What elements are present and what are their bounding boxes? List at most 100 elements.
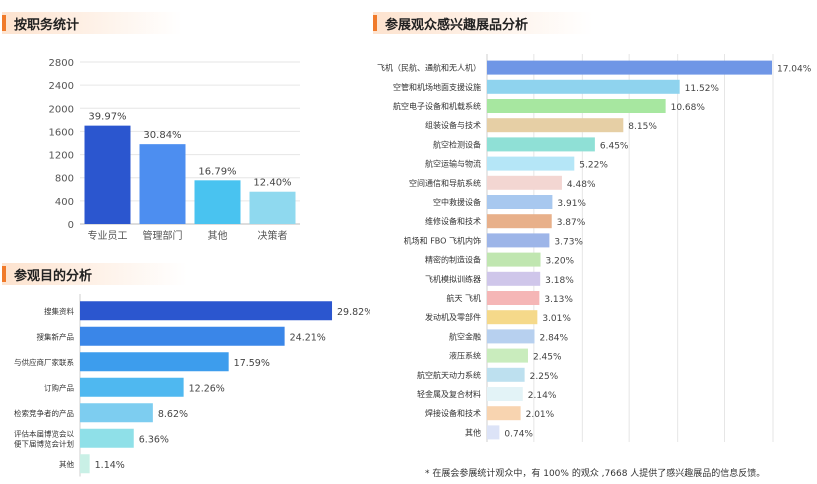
y-tick-label: 0 xyxy=(68,220,74,231)
bar xyxy=(487,425,500,440)
data-label: 2.84% xyxy=(539,333,568,343)
bar xyxy=(80,301,333,321)
bar xyxy=(80,403,153,423)
category-label: 轻金属及复合材料 xyxy=(417,389,481,399)
data-label: 2.45% xyxy=(533,353,562,363)
category-label: 航空检测设备 xyxy=(433,139,481,149)
category-label: 维修设备和技术 xyxy=(425,216,481,226)
bar xyxy=(487,406,521,421)
category-label: 机场和 FBO 飞机内饰 xyxy=(404,235,481,245)
data-label: 2.14% xyxy=(528,391,557,401)
data-label: 39.97% xyxy=(88,112,126,123)
x-tick-label: 管理部门 xyxy=(143,229,183,242)
category-label: 搜集资料 xyxy=(44,306,74,316)
y-tick-label: 2800 xyxy=(49,58,74,69)
data-label: 29.82% xyxy=(337,307,370,318)
interest-bar-chart: 17.04% 飞机（民航、通航和无人机） 11.52% 空管和机场地面支援设施 10.6… xyxy=(377,54,812,442)
section-header-interest: 参展观众感兴趣展品分析 xyxy=(373,12,593,34)
y-tick-label: 800 xyxy=(55,174,74,185)
y-tick-label: 1200 xyxy=(49,151,74,162)
category-label-line: 其他 xyxy=(465,427,481,437)
category-label: 订购产品 xyxy=(44,382,74,392)
data-label: 2.01% xyxy=(526,410,555,420)
data-label: 5.22% xyxy=(579,161,608,171)
category-label-line: 空中救援设备 xyxy=(433,197,481,207)
bar xyxy=(194,180,241,224)
category-label: 飞机模拟训练器 xyxy=(425,274,481,284)
data-label: 10.68% xyxy=(671,103,706,113)
category-label-line: 航天 飞机 xyxy=(446,293,481,303)
bar xyxy=(80,428,134,448)
category-label-line: 飞机（民航、通航和无人机） xyxy=(377,63,481,73)
section-header-purpose: 参观目的分析 xyxy=(2,263,187,285)
data-label: 6.45% xyxy=(600,141,629,151)
data-label: 1.14% xyxy=(95,460,125,471)
y-tick-label: 2000 xyxy=(49,104,74,115)
category-label-line: 航空电子设备和机载系统 xyxy=(393,101,481,111)
category-label: 航空电子设备和机载系统 xyxy=(393,101,481,111)
category-label-line: 发动机及零部件 xyxy=(425,312,481,322)
y-tick-label: 400 xyxy=(55,197,74,208)
category-label: 其他 xyxy=(59,459,74,469)
role-bar-chart: 0 400 800 1200 1600 2000 2400 2800 39.97% 专业员工 30.… xyxy=(49,58,300,242)
bar xyxy=(487,137,595,152)
y-tick-label: 1600 xyxy=(49,127,74,138)
category-label-line: 搜集资料 xyxy=(44,306,74,316)
section-header-role: 按职务统计 xyxy=(2,12,182,34)
section-title-purpose: 参观目的分析 xyxy=(14,268,93,284)
category-label-line: 检索竞争者的产品 xyxy=(14,408,74,418)
category-label: 评估本届博览会以便下届博览会计划 xyxy=(14,428,74,448)
data-label: 11.52% xyxy=(685,84,720,94)
data-label: 4.48% xyxy=(567,180,596,190)
bar xyxy=(487,175,562,190)
bar xyxy=(80,454,90,474)
bar xyxy=(84,125,131,224)
bar xyxy=(139,144,186,224)
category-label-line: 搜集新产品 xyxy=(37,331,75,341)
category-label-line: 其他 xyxy=(59,459,74,469)
section-accent-bar xyxy=(373,15,377,31)
data-label: 3.01% xyxy=(542,314,571,324)
category-label-line: 精密的制造设备 xyxy=(425,255,481,265)
bar xyxy=(487,329,535,344)
x-tick-label: 专业员工 xyxy=(88,229,128,242)
category-label-line: 机场和 FBO 飞机内饰 xyxy=(404,235,481,245)
data-label: 0.74% xyxy=(504,429,533,439)
bar xyxy=(487,367,525,382)
category-label-line: 维修设备和技术 xyxy=(425,216,481,226)
category-label: 发动机及零部件 xyxy=(425,312,481,322)
data-label: 17.59% xyxy=(234,358,270,369)
purpose-bar-chart: 29.82% 搜集资料 24.21% 搜集新产品 17.59% 与供应商厂家联系 12.26… xyxy=(14,294,370,477)
data-label: 3.87% xyxy=(557,218,586,228)
category-label-line: 轻金属及复合材料 xyxy=(417,389,481,399)
category-label: 航天 飞机 xyxy=(446,293,481,303)
section-accent-bar xyxy=(2,15,6,31)
bar xyxy=(487,291,540,305)
bar xyxy=(487,348,528,363)
category-label-line: 液压系统 xyxy=(449,351,481,361)
category-label-line: 与供应商厂家联系 xyxy=(14,357,74,367)
data-label: 17.04% xyxy=(777,65,812,75)
category-label-line: 空间通信和导航系统 xyxy=(409,178,481,188)
bar xyxy=(487,99,666,113)
data-label: 16.79% xyxy=(198,166,236,177)
bar xyxy=(487,60,772,75)
category-label-line: 焊接设备和技术 xyxy=(425,408,481,418)
category-label: 液压系统 xyxy=(449,351,481,361)
section-title-role: 按职务统计 xyxy=(14,17,80,33)
data-label: 30.84% xyxy=(143,130,181,141)
category-label: 检索竞争者的产品 xyxy=(14,408,74,418)
bar xyxy=(249,191,296,224)
data-label: 24.21% xyxy=(290,332,326,343)
data-label: 12.40% xyxy=(253,178,291,189)
bar xyxy=(487,233,550,248)
bar xyxy=(487,156,575,171)
category-label: 空间通信和导航系统 xyxy=(409,178,481,188)
bar xyxy=(80,352,229,372)
category-label: 其他 xyxy=(465,427,481,437)
category-label: 航空运输与物流 xyxy=(425,159,481,169)
section-accent-bar xyxy=(2,266,6,282)
bar xyxy=(487,79,680,94)
category-label: 组装设备与技术 xyxy=(425,120,481,130)
bar xyxy=(487,214,552,229)
